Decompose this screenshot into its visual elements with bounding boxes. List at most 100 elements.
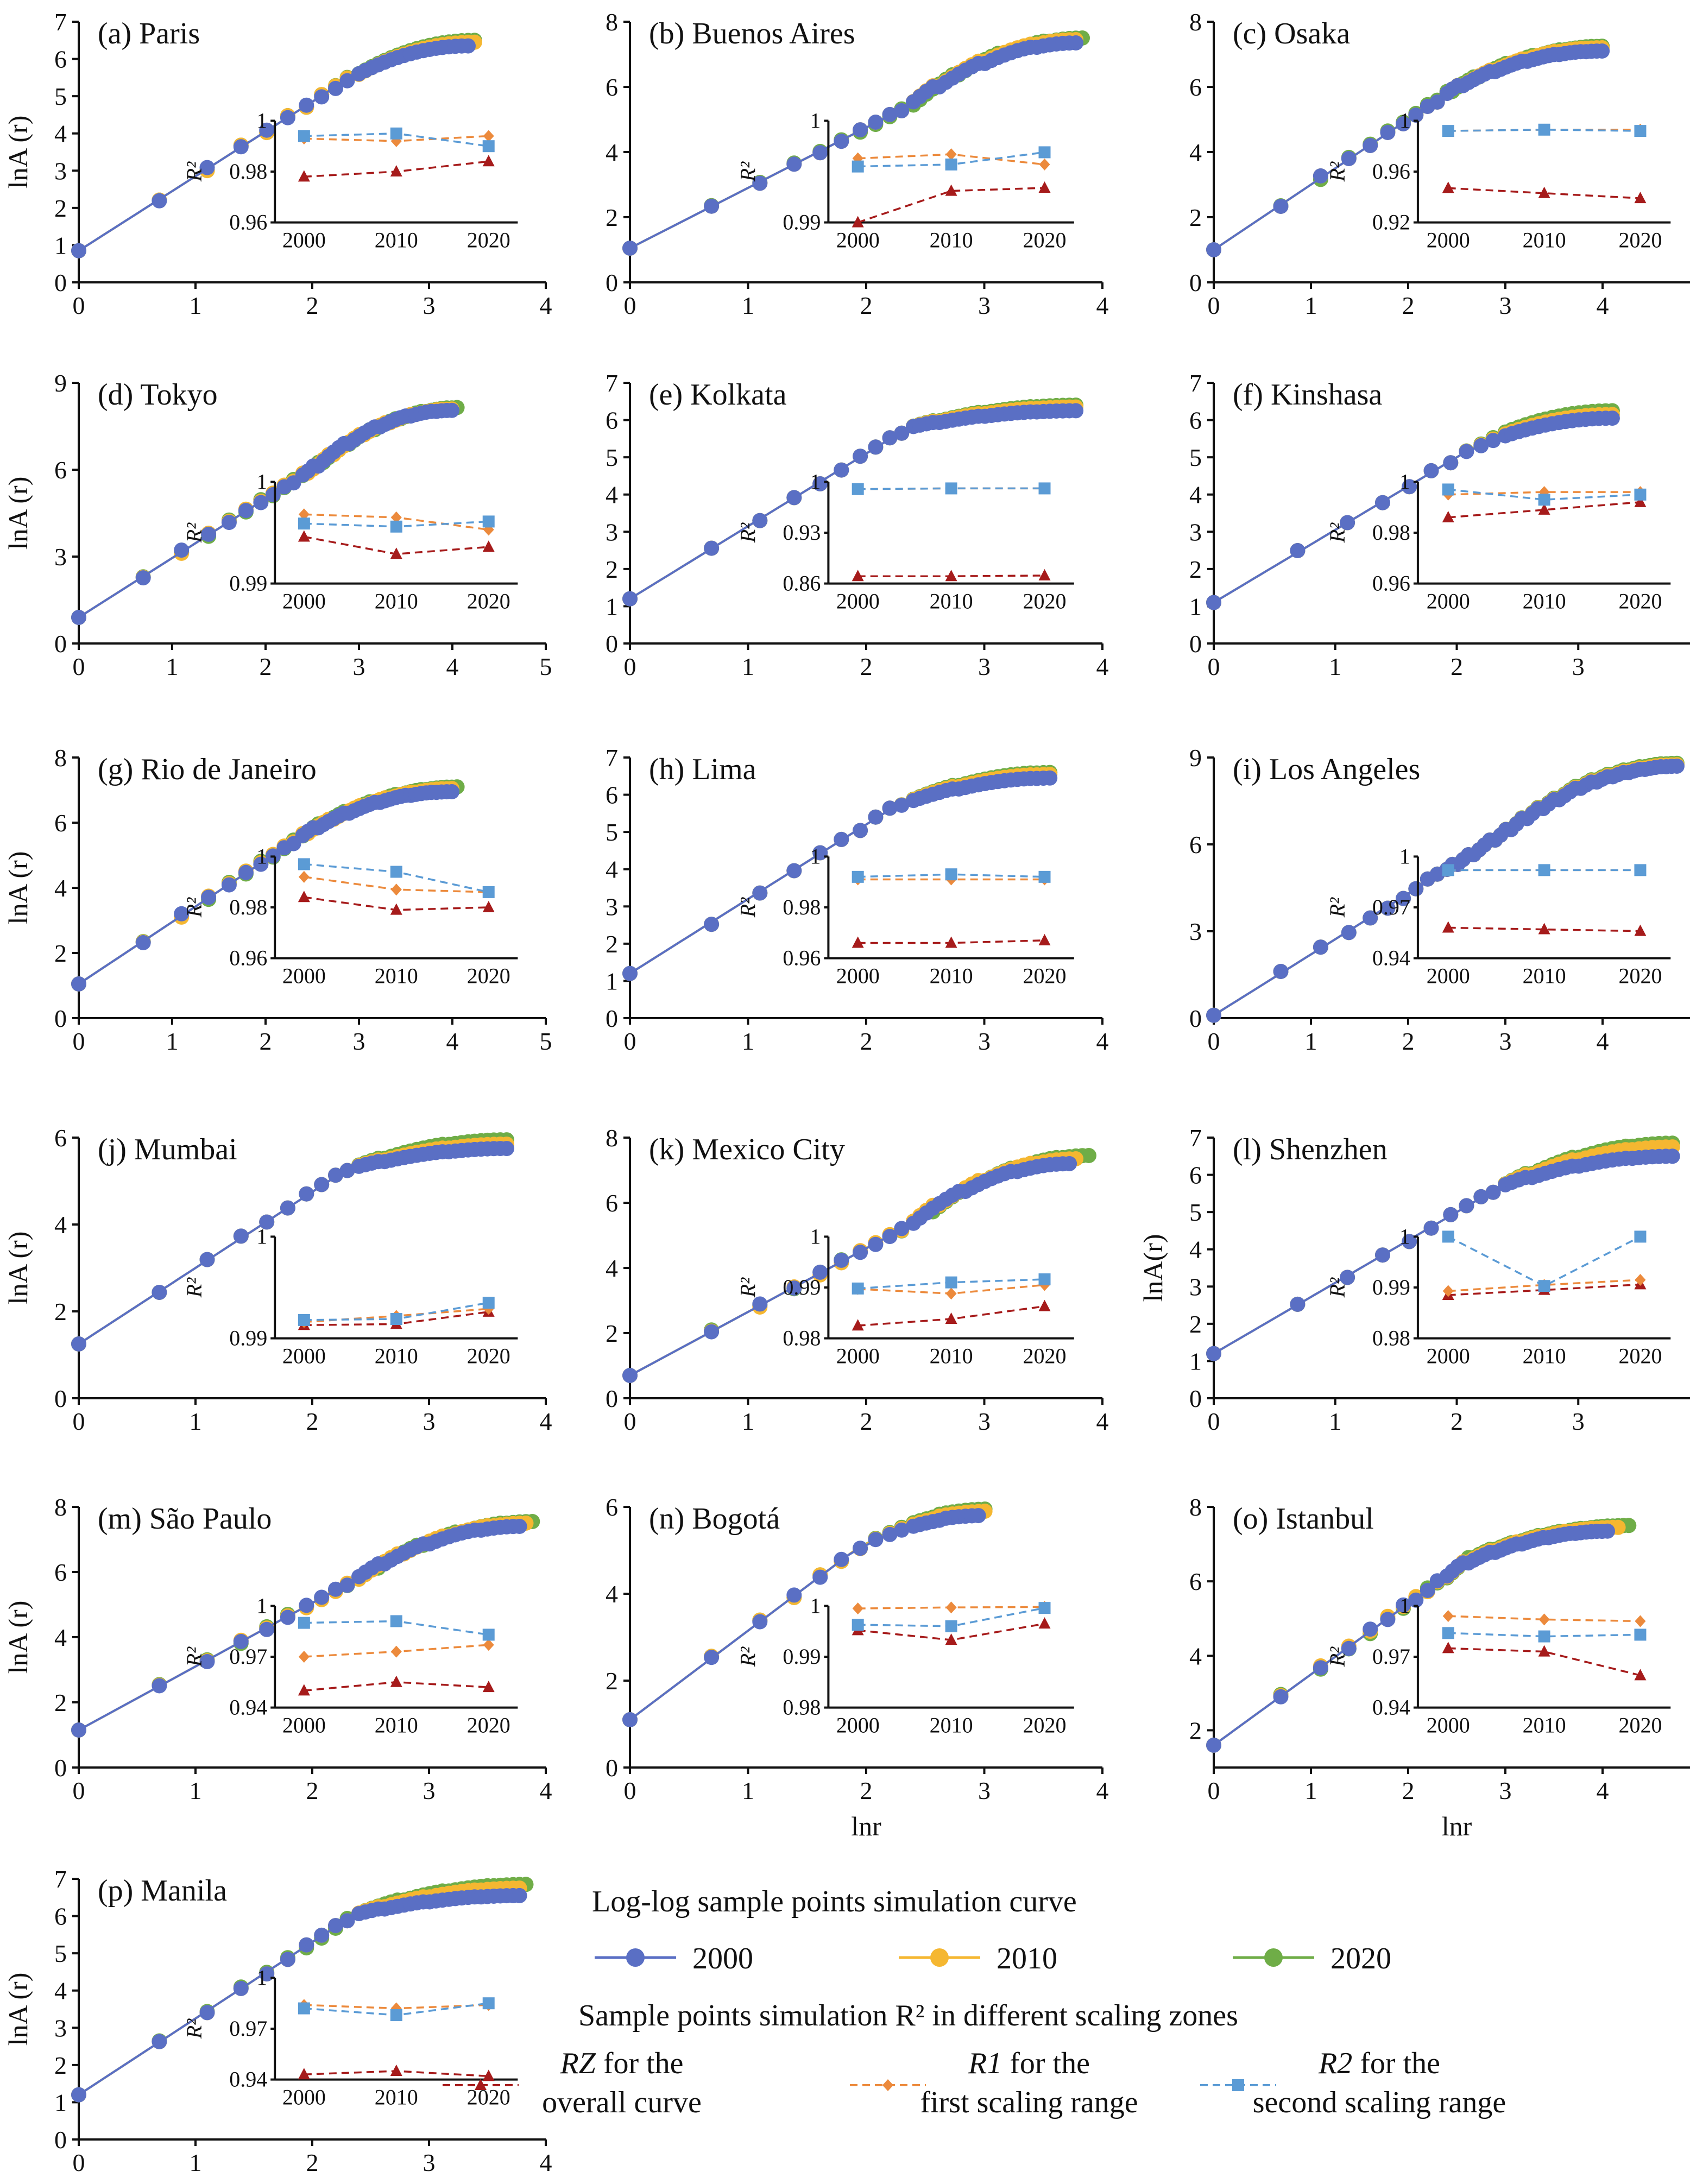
inset-marker-Rz — [1634, 495, 1647, 507]
point-2000 — [752, 1296, 768, 1312]
y-tick-label: 8 — [606, 8, 618, 36]
point-2000 — [1380, 900, 1396, 916]
y-axis-label: lnA (r) — [3, 851, 33, 925]
markers-2010 — [71, 1880, 527, 2103]
inset-y-tick-label: 0.96 — [1372, 571, 1410, 596]
x-tick-label: 1 — [190, 292, 202, 319]
x-tick-label: 3 — [1572, 1407, 1585, 1435]
y-axis-label: lnA (r) — [3, 1601, 33, 1674]
inset-x-tick-label: 2010 — [375, 964, 418, 988]
x-tick-label: 4 — [446, 1027, 459, 1055]
markers-2020 — [71, 33, 482, 258]
point-2000 — [259, 1214, 275, 1230]
inset-y-tick-label: 0.98 — [1372, 1326, 1410, 1350]
inset-marker-Rz — [298, 530, 310, 542]
inset-line-R2 — [1448, 488, 1641, 501]
y-tick-label: 4 — [1189, 481, 1202, 509]
point-2000 — [622, 1712, 638, 1727]
markers-2000 — [1206, 411, 1620, 610]
inset-x-tick-label: 2020 — [1023, 228, 1067, 253]
curve-2020 — [1213, 45, 1607, 251]
point-2000 — [280, 1609, 295, 1625]
x-axis-label: lnr — [1442, 1811, 1472, 1841]
markers-2020 — [71, 1877, 534, 2103]
inset-x-tick-label: 2000 — [282, 228, 326, 253]
x-tick-label: 2 — [1451, 653, 1463, 680]
y-tick-label: 4 — [606, 138, 618, 166]
point-2000 — [259, 1621, 275, 1637]
y-tick-label: 2 — [54, 1298, 67, 1325]
y-axis-label: lnA (r) — [3, 116, 33, 189]
y-tick-label: 6 — [606, 407, 618, 434]
point-2000 — [1408, 1592, 1424, 1608]
inset-y-tick-label: 0.96 — [229, 946, 267, 970]
inset-x-tick-label: 2020 — [1023, 1713, 1067, 1738]
inset-y-tick-label: 0.98 — [229, 895, 267, 919]
inset-marker-R2 — [482, 886, 495, 898]
x-tick-label: 0 — [1208, 1027, 1220, 1055]
markers-2000 — [622, 1156, 1077, 1383]
curve-2010 — [78, 787, 457, 985]
y-tick-label: 6 — [1189, 831, 1202, 859]
y-tick-label: 3 — [54, 2014, 67, 2042]
inset-line-R2 — [1448, 1632, 1641, 1638]
panel-title: (k) Mexico City — [649, 1133, 845, 1166]
y-tick-label: 5 — [54, 83, 67, 110]
y-tick-label: 7 — [1189, 1124, 1202, 1152]
markers-2010 — [71, 34, 482, 258]
inset-y-axis-label: R² — [735, 522, 760, 543]
curve-2000 — [629, 777, 1056, 975]
panel-title: (g) Rio de Janeiro — [98, 753, 317, 786]
point-2000 — [1273, 199, 1289, 214]
point-2000 — [233, 1980, 249, 1996]
markers-2000 — [1206, 1523, 1615, 1753]
point-2000 — [812, 476, 828, 491]
legend-r-line1-Rz: RZ for the — [559, 2047, 683, 2080]
x-tick-label: 0 — [624, 292, 636, 319]
inset-x-tick-label: 2000 — [1427, 1713, 1470, 1738]
legend-r-marker-R1 — [882, 2079, 893, 2091]
y-tick-label: 4 — [54, 1977, 67, 2005]
point-2000 — [328, 1167, 343, 1183]
inset: 0.94 0.97 1 2000 2010 2020 R² — [182, 1965, 518, 2110]
inset-marker-R2 — [298, 2002, 310, 2015]
inset-x-tick-label: 2000 — [1427, 589, 1470, 614]
inset: 0.94 0.97 1 2000 2010 2020 R² — [1325, 1593, 1671, 1738]
panel-title: (n) Bogotá — [649, 1502, 780, 1536]
markers-2010 — [71, 1137, 514, 1352]
y-axis-label: lnA (r) — [3, 1232, 33, 1305]
inset-marker-R2 — [298, 517, 310, 530]
inset-marker-R2 — [1538, 1280, 1550, 1292]
inset-y-tick-label: 1 — [1399, 1224, 1410, 1248]
x-tick-label: 1 — [190, 2149, 202, 2176]
curve-2000 — [78, 1147, 511, 1345]
x-tick-label: 1 — [742, 1027, 754, 1055]
point-2000 — [894, 797, 910, 813]
inset-y-tick-label: 1 — [256, 108, 267, 132]
point-2000 — [461, 38, 476, 54]
legend-r-line2-Rz: overall curve — [542, 2086, 702, 2119]
panel-4: 0 1 2 3 4 5 0 3 6 9 lnA (r) (d) Tokyo 0.99 1 2000 2010 2… — [3, 369, 552, 680]
inset-y-axis-label: R² — [1325, 1277, 1350, 1298]
inset-marker-R2 — [1538, 864, 1550, 876]
markers-2000 — [1206, 43, 1610, 257]
point-2000 — [499, 1141, 514, 1157]
inset-marker-Rz — [945, 1633, 957, 1645]
legend-label-2000: 2000 — [692, 1942, 753, 1975]
inset-marker-R1 — [298, 1651, 310, 1663]
point-2000 — [152, 1678, 167, 1694]
point-2000 — [339, 73, 355, 89]
point-2000 — [314, 1589, 330, 1605]
point-2000 — [328, 1581, 343, 1597]
legend-r-line1-R1: R1 for the — [968, 2047, 1090, 2080]
inset-marker-R1 — [390, 1645, 402, 1658]
inset-marker-R2 — [945, 868, 957, 881]
point-2000 — [1380, 1612, 1396, 1627]
point-2000 — [1594, 43, 1610, 59]
y-tick-label: 6 — [54, 456, 67, 484]
point-2000 — [786, 1587, 802, 1603]
inset-marker-Rz — [1538, 503, 1550, 515]
point-2000 — [314, 89, 330, 105]
inset-marker-R1 — [390, 511, 402, 523]
